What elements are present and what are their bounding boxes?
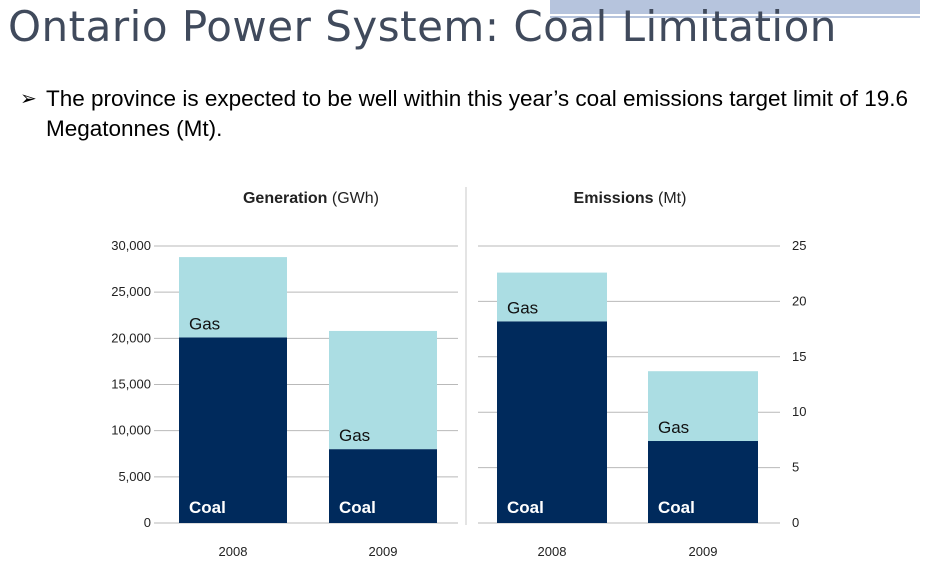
bar-label-coal: Coal — [189, 498, 226, 517]
bar-coal-2008 — [179, 337, 287, 523]
x-tick-label: 2008 — [538, 544, 567, 559]
y-tick-label: 5 — [792, 460, 799, 475]
y-tick-label: 25 — [792, 238, 806, 253]
bar-coal-2009 — [648, 441, 758, 523]
y-tick-label: 10 — [792, 404, 806, 419]
y-tick-label: 25,000 — [111, 284, 151, 299]
title-accent-line — [550, 16, 920, 18]
bullet-arrow-icon: ➢ — [20, 88, 37, 110]
bar-gas-2008 — [497, 272, 607, 322]
bar-label-coal: Coal — [507, 498, 544, 517]
bar-gas-2009 — [329, 330, 437, 450]
y-tick-label: 0 — [144, 515, 151, 530]
chart-title-gen: Generation (GWh) — [243, 190, 379, 207]
x-tick-label: 2009 — [689, 544, 718, 559]
y-tick-label: 15 — [792, 349, 806, 364]
chart-title-name: Generation — [243, 190, 327, 207]
chart-title-unit: (Mt) — [654, 190, 687, 207]
x-tick-label: 2008 — [219, 544, 248, 559]
y-tick-label: 0 — [792, 515, 799, 530]
bar-label-gas: Gas — [507, 298, 538, 317]
chart-title-name: Emissions — [574, 190, 654, 207]
y-tick-label: 20,000 — [111, 330, 151, 345]
title-accent-bar — [550, 0, 920, 14]
bar-label-coal: Coal — [658, 498, 695, 517]
emissions-chart: Emissions (Mt) 0 5 10 15 20 25 Coal Gas 2008 Coal G… — [478, 190, 806, 559]
y-tick-label: 30,000 — [111, 238, 151, 253]
bullet-text: The province is expected to be well with… — [46, 86, 909, 141]
bar-coal-2008 — [497, 321, 607, 523]
y-tick-label: 15,000 — [111, 377, 151, 392]
bar-coal-2009 — [329, 449, 437, 523]
chart-title-unit: (GWh) — [327, 190, 379, 207]
y-tick-label: 10,000 — [111, 423, 151, 438]
slide-title: Ontario Power System: Coal Limitation — [8, 2, 837, 51]
bullet-point: ➢ The province is expected to be well wi… — [20, 84, 920, 144]
bar-label-gas: Gas — [339, 426, 370, 445]
generation-chart: Generation (GWh) 0 5,000 10,000 15,000 20,000… — [111, 190, 458, 559]
y-tick-label: 5,000 — [118, 469, 151, 484]
bar-gas-2009 — [648, 371, 758, 442]
chart-title-em: Emissions (Mt) — [574, 190, 687, 207]
y-tick-label: 20 — [792, 293, 806, 308]
bar-gas-2008 — [179, 257, 287, 338]
bar-label-gas: Gas — [189, 314, 220, 333]
bar-label-gas: Gas — [658, 418, 689, 437]
bar-label-coal: Coal — [339, 498, 376, 517]
x-tick-label: 2009 — [369, 544, 398, 559]
